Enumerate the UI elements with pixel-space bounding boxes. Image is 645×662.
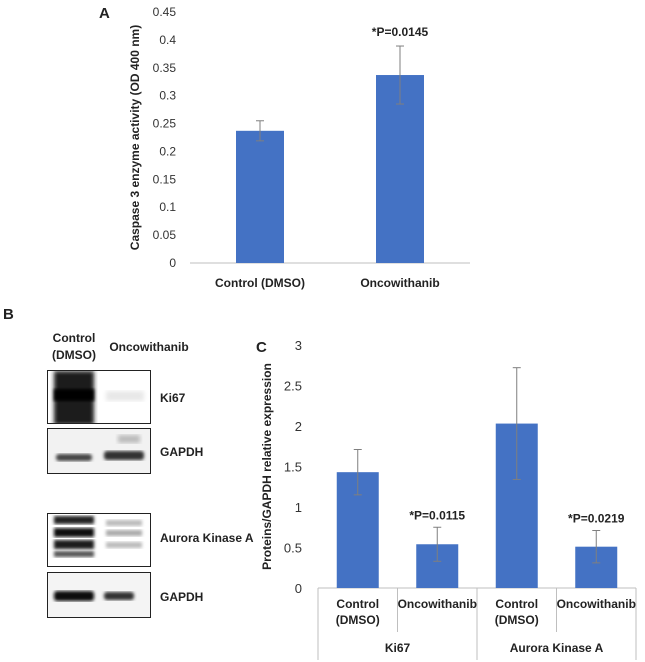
blot-aurora-bands [54, 516, 142, 557]
wb-header-control: Control (DMSO) [44, 330, 104, 364]
chart-a-x-tick-label: Oncowithanib [360, 276, 439, 290]
aurora-control-band-2 [54, 528, 94, 537]
ki67-treatment-band [106, 391, 144, 401]
chart-c-significance-label: *P=0.0115 [409, 508, 465, 522]
wb-header-control-line1: Control [52, 331, 96, 345]
blot-ki67-bands [54, 371, 144, 423]
chart-a-x-tick-label: Control (DMSO) [215, 276, 305, 290]
chart-c-significance-label: *P=0.0219 [568, 511, 625, 525]
chart-a-y-tick-label: 0.2 [159, 144, 176, 158]
blot-label-gapdh-2: GAPDH [160, 590, 204, 604]
chart-a-y-tick-label: 0.15 [153, 172, 177, 186]
blot-label-gapdh-1: GAPDH [160, 445, 204, 459]
chart-c-group-label: Ki67 [385, 641, 411, 655]
gapdh2-treatment-band [104, 592, 134, 600]
panel-label-a: A [99, 5, 110, 22]
chart-c-x-tick-label: Control [336, 597, 379, 611]
chart-a-caspase3: 0 0.05 0.1 0.15 0.2 0.25 0.3 0.35 0.4 0.45 Caspase… [128, 5, 470, 290]
chart-a-y-axis-label: Caspase 3 enzyme activity (OD 400 nm) [128, 25, 142, 250]
chart-a-y-tick-label: 0.25 [153, 117, 177, 131]
chart-c-x-tick-label-line2: (DMSO) [495, 613, 539, 627]
chart-a-bar [376, 75, 424, 263]
aurora-treatment-band-1 [106, 520, 142, 526]
blot-aurora-kinase-a [47, 513, 151, 567]
blot-label-aurora-kinase-a: Aurora Kinase A [160, 531, 254, 545]
gapdh2-control-band [54, 591, 94, 601]
chart-a-y-tick-label: 0.35 [153, 61, 177, 75]
aurora-control-band-1 [54, 516, 94, 524]
chart-a-y-tick-label: 0.4 [159, 33, 176, 47]
chart-a-y-tick-label: 0 [169, 256, 176, 270]
chart-c-y-tick-label: 3 [295, 338, 302, 353]
chart-c-x-tick-label: Oncowithanib [398, 597, 477, 611]
wb-header-treatment: Oncowithanib [109, 340, 189, 354]
chart-a-y-tick-label: 0.05 [153, 228, 177, 242]
chart-a-significance-label: *P=0.0145 [372, 25, 429, 39]
chart-a-y-tick-label: 0.45 [153, 5, 177, 19]
panel-label-c: C [256, 339, 267, 356]
blot-gapdh-2 [47, 572, 151, 618]
aurora-treatment-band-2 [106, 530, 142, 536]
chart-c-y-tick-label: 0 [295, 581, 302, 596]
gapdh1-control-band [56, 454, 92, 461]
chart-a-y-tick-label: 0.3 [159, 89, 176, 103]
chart-c-y-tick-label: 0.5 [284, 541, 302, 556]
wb-header-control-line2: (DMSO) [52, 348, 96, 362]
chart-c-x-tick-label-line2: (DMSO) [336, 613, 380, 627]
chart-c-group-label: Aurora Kinase A [510, 641, 604, 655]
blot-gapdh-2-bands [48, 573, 150, 617]
chart-c-y-tick-label: 2 [295, 419, 302, 434]
chart-c-y-tick-label: 2.5 [284, 379, 302, 394]
chart-c-y-tick-label: 1.5 [284, 460, 302, 475]
ki67-control-band-dense [54, 389, 94, 401]
chart-c-y-axis-label: Proteins/GAPDH relative expression [260, 363, 274, 570]
gapdh1-treatment-band [104, 451, 144, 460]
chart-c-y-tick-label: 1 [295, 500, 302, 515]
chart-a-y-tick-label: 0.1 [159, 200, 176, 214]
chart-a-bar [236, 130, 284, 263]
chart-c-x-tick-label: Control [495, 597, 538, 611]
aurora-control-band-3 [54, 540, 94, 549]
blot-label-ki67: Ki67 [160, 391, 186, 405]
blot-gapdh-1 [47, 428, 151, 474]
blot-gapdh-1-bands [48, 429, 150, 473]
panel-label-b: B [3, 306, 14, 323]
chart-c-x-tick-label: Oncowithanib [557, 597, 636, 611]
blot-ki67 [47, 370, 151, 424]
